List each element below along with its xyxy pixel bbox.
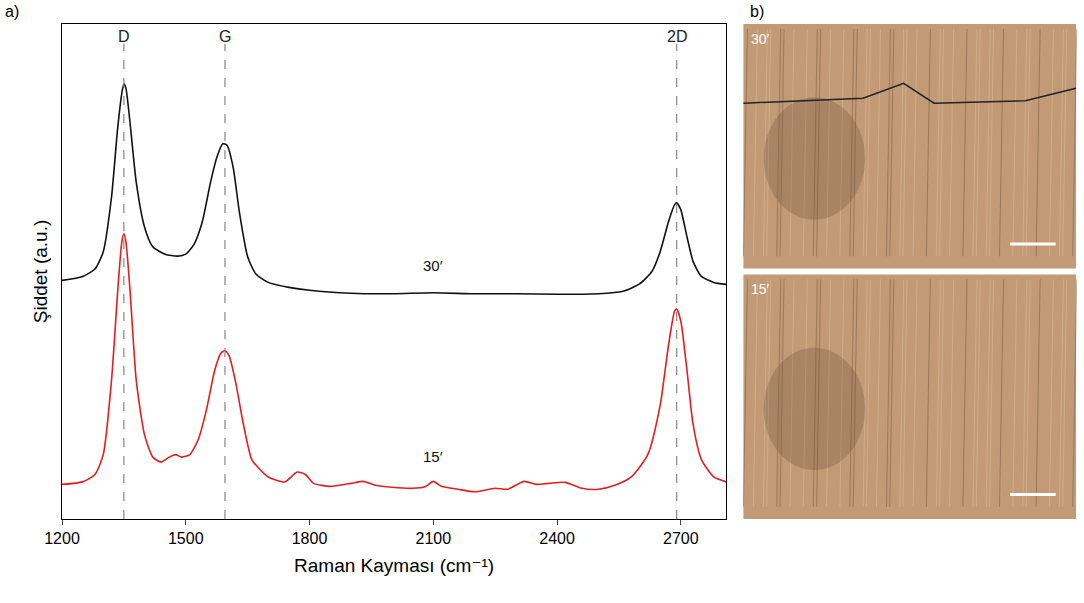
svg-text:1500: 1500	[168, 530, 204, 547]
svg-text:D: D	[118, 28, 130, 45]
svg-text:b): b)	[750, 3, 764, 20]
svg-text:30′: 30′	[751, 31, 770, 47]
svg-text:15′: 15′	[423, 448, 443, 465]
svg-text:2700: 2700	[663, 530, 699, 547]
svg-text:1200: 1200	[44, 530, 80, 547]
svg-text:2100: 2100	[415, 530, 451, 547]
svg-text:15′: 15′	[751, 281, 770, 297]
svg-text:1800: 1800	[292, 530, 328, 547]
svg-text:G: G	[219, 28, 231, 45]
svg-text:2400: 2400	[539, 530, 575, 547]
svg-text:2D: 2D	[667, 28, 687, 45]
svg-text:30′: 30′	[423, 257, 443, 274]
svg-text:a): a)	[5, 3, 19, 20]
svg-text:Raman Kayması (cm⁻¹): Raman Kayması (cm⁻¹)	[294, 555, 494, 576]
svg-text:Şiddet (a.u.): Şiddet (a.u.)	[30, 220, 51, 324]
